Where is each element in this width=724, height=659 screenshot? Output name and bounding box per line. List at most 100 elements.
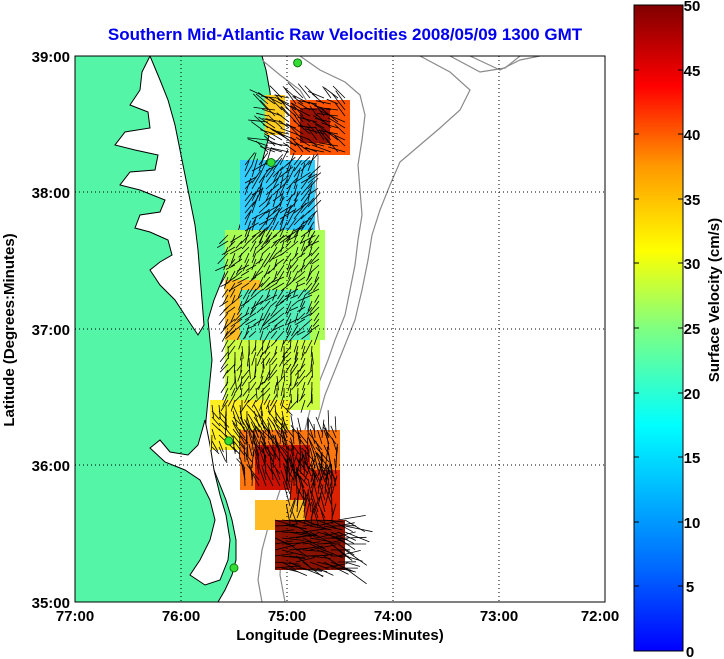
velocity-vector <box>274 234 285 247</box>
velocity-vector <box>269 363 278 376</box>
velocity-vector <box>313 330 320 345</box>
velocity-vector <box>290 447 295 463</box>
velocity-vector <box>251 187 260 202</box>
velocity-vector <box>282 142 297 153</box>
velocity-vector <box>286 288 292 302</box>
colorbar-tick-label: 50 <box>684 0 701 15</box>
velocity-vector <box>334 124 346 135</box>
colorbar-tick-label: 0 <box>686 644 694 659</box>
velocity-vector <box>253 410 260 428</box>
velocity-vector <box>296 427 302 445</box>
velocity-vector <box>251 230 262 238</box>
velocity-vector <box>260 276 271 288</box>
velocity-vector <box>245 306 250 317</box>
velocity-vector <box>311 498 319 519</box>
velocity-vector <box>232 434 235 446</box>
velocity-vector <box>275 270 285 285</box>
velocity-vector <box>300 160 311 172</box>
velocity-vector <box>270 339 278 347</box>
velocity-vector <box>273 381 278 394</box>
velocity-vector <box>289 363 299 376</box>
velocity-vector <box>223 300 236 311</box>
velocity-vector <box>307 199 322 214</box>
velocity-vector <box>244 210 252 226</box>
velocity-vector <box>297 306 306 312</box>
velocity-vector <box>305 339 313 354</box>
velocity-vector <box>281 561 297 571</box>
velocity-vector <box>295 540 312 545</box>
velocity-vector <box>306 399 313 408</box>
velocity-vector <box>239 416 249 431</box>
velocity-vector <box>251 211 267 220</box>
velocity-vector <box>318 463 326 483</box>
velocity-vector <box>288 543 309 558</box>
velocity-vector <box>295 545 324 551</box>
velocity-vector <box>260 434 266 447</box>
velocity-vector <box>307 324 313 333</box>
velocity-vector <box>218 312 229 325</box>
velocity-vector <box>274 519 298 528</box>
velocity-vector <box>280 106 290 117</box>
velocity-vector <box>296 282 306 287</box>
velocity-vector <box>272 197 285 214</box>
velocity-vector <box>280 127 297 135</box>
velocity-vector <box>260 404 264 416</box>
velocity-vector <box>306 306 313 315</box>
velocity-vector <box>330 531 356 539</box>
velocity-vector <box>291 443 295 457</box>
velocity-vector <box>283 436 288 451</box>
velocity-vector <box>298 369 306 379</box>
velocity-vector <box>248 363 251 379</box>
velocity-vector <box>256 381 264 390</box>
velocity-vector <box>285 122 304 135</box>
velocity-vector <box>230 288 236 298</box>
velocity-vector <box>271 447 281 463</box>
velocity-vector <box>259 234 264 244</box>
velocity-vector <box>253 416 263 430</box>
velocity-vector <box>259 294 271 305</box>
velocity-vector <box>286 324 292 336</box>
velocity-vector <box>279 178 288 196</box>
velocity-vector <box>292 95 304 105</box>
velocity-vector <box>234 381 243 394</box>
velocity-vector <box>221 288 229 298</box>
velocity-vector <box>311 363 313 378</box>
velocity-vector <box>330 115 346 123</box>
radar-station-marker <box>229 563 239 573</box>
velocity-vector <box>251 399 257 408</box>
velocity-vector <box>269 399 278 414</box>
velocity-vector <box>289 306 299 311</box>
velocity-vector <box>283 466 291 489</box>
velocity-vector <box>323 427 337 445</box>
velocity-vector <box>275 294 285 307</box>
velocity-vector <box>283 357 292 367</box>
velocity-vector <box>293 226 301 244</box>
velocity-vector <box>251 473 253 487</box>
velocity-vector <box>307 489 312 513</box>
velocity-vector <box>316 531 342 540</box>
velocity-vector <box>232 446 240 455</box>
velocity-vector <box>236 363 243 372</box>
velocity-vector <box>227 393 236 407</box>
velocity-vector <box>258 467 267 487</box>
velocity-vector <box>250 300 264 309</box>
velocity-vector <box>241 318 250 326</box>
velocity-vector <box>321 419 325 439</box>
velocity-vector <box>280 363 285 379</box>
velocity-vector <box>264 146 283 153</box>
velocity-vector <box>303 459 313 483</box>
colorbar-tick-label: 35 <box>684 192 701 209</box>
velocity-vector <box>257 312 264 326</box>
velocity-vector <box>249 240 257 252</box>
velocity-vector <box>255 456 260 475</box>
velocity-vector <box>307 375 313 386</box>
velocity-vector <box>250 300 257 315</box>
velocity-vector <box>289 399 299 410</box>
velocity-vector <box>301 312 313 320</box>
velocity-vector <box>265 282 278 291</box>
velocity-vector <box>219 234 229 245</box>
velocity-vector <box>308 234 313 246</box>
colorbar-tick-label: 40 <box>684 127 701 144</box>
velocity-vector <box>331 464 333 489</box>
velocity-vector <box>274 544 296 551</box>
